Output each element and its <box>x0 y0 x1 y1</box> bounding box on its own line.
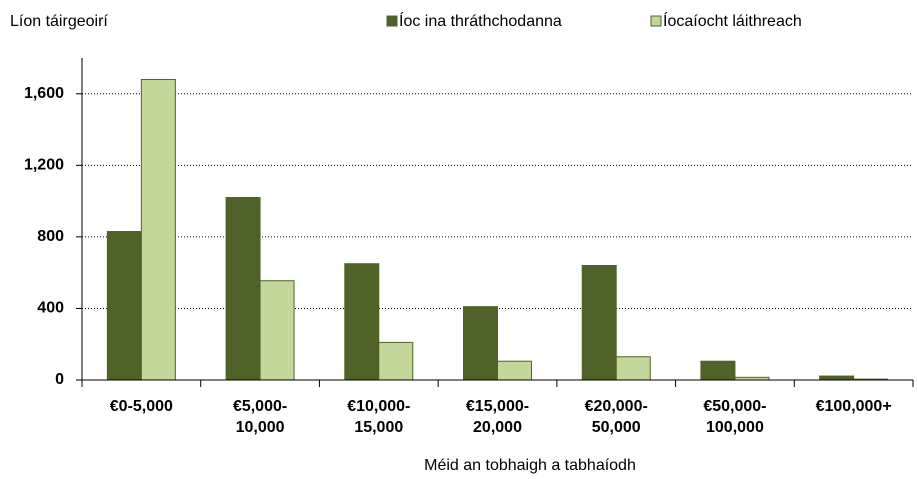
x-tick-label: €50,000-100,000 <box>703 398 766 436</box>
x-tick-label: €20,000-50,000 <box>585 398 648 436</box>
x-tick-label: €100,000+ <box>816 398 892 415</box>
legend-label: Íoc ina thráthchodanna <box>399 11 562 30</box>
bar <box>344 263 380 381</box>
x-tick-label: €10,000-15,000 <box>347 398 410 436</box>
bar <box>700 360 736 381</box>
bar <box>615 356 651 381</box>
bar <box>225 197 261 381</box>
bar <box>106 231 142 381</box>
x-tick-label: €5,000-10,000 <box>233 398 287 436</box>
bar <box>581 265 617 381</box>
x-axis-title: Méid an tobhaigh a tabhaíodh <box>424 457 636 474</box>
x-tick-label: €0-5,000 <box>110 398 173 415</box>
bar <box>140 78 176 381</box>
y-tick-label: 400 <box>37 300 64 317</box>
legend-label: Íocaíocht láithreach <box>663 11 802 30</box>
y-tick-label: 1,200 <box>24 157 64 174</box>
bar <box>463 306 498 381</box>
y-tick-label: 1,600 <box>24 85 64 102</box>
y-tick-label: 800 <box>37 228 64 245</box>
bar <box>819 375 855 381</box>
bar <box>259 280 295 381</box>
y-axis-title: Líon táirgeoirí <box>10 13 108 30</box>
bar <box>378 341 414 381</box>
bar <box>497 360 532 381</box>
legend-swatch <box>386 15 398 27</box>
legend-swatch <box>650 15 662 27</box>
x-tick-label: €15,000-20,000 <box>466 398 529 436</box>
y-tick-label: 0 <box>55 371 64 388</box>
